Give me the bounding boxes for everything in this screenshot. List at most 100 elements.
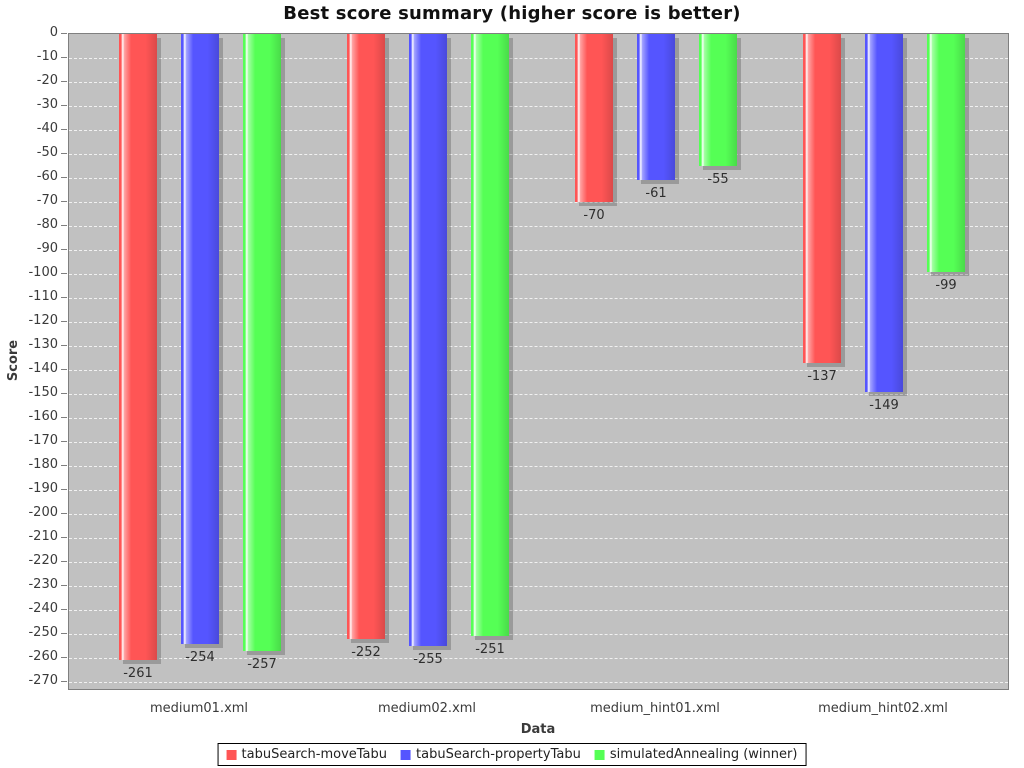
y-axis-title-box: Score [1,330,27,390]
y-tick-label: -40 [36,121,58,136]
gridline [69,58,1008,59]
legend-label: tabuSearch-moveTabu [241,747,388,762]
y-tick-label: -210 [28,529,58,544]
y-tick-mark [61,297,67,298]
gridline [69,346,1008,347]
gridline [69,298,1008,299]
y-tick-label: -70 [36,193,58,208]
y-tick-label: -170 [28,433,58,448]
gridline [69,226,1008,227]
gridline [69,370,1008,371]
y-tick-label: -200 [28,505,58,520]
y-tick-mark [61,153,67,154]
y-tick-mark [61,105,67,106]
y-tick-mark [61,633,67,634]
y-tick-label: -20 [36,73,58,88]
y-tick-label: -180 [28,457,58,472]
y-tick-mark [61,561,67,562]
bar-value-label: -61 [645,186,667,201]
gridline [69,274,1008,275]
y-tick-mark [61,273,67,274]
y-tick-label: -230 [28,577,58,592]
y-axis: 0 -10 -20 -30 -40 -50 -60 -70 -80 -90 -100 -110 -120… [0,0,68,768]
bar: -254 [181,34,219,665]
legend-swatch [401,749,412,760]
y-tick-label: -150 [28,385,58,400]
bar: -99 [927,34,965,293]
y-tick-label: -90 [36,241,58,256]
y-tick-label: -130 [28,337,58,352]
chart-title: Best score summary (higher score is bett… [283,3,741,24]
bar: -251 [471,34,509,657]
category-label: medium_hint02.xml [818,701,948,716]
bar: -252 [347,34,385,660]
y-tick-mark [61,225,67,226]
gridline [69,586,1008,587]
bar-value-label: -252 [351,645,381,660]
gridline [69,106,1008,107]
gridline [69,178,1008,179]
gridline [69,250,1008,251]
gridline [69,418,1008,419]
y-tick-mark [61,33,67,34]
y-tick-mark [61,321,67,322]
bar-value-label: -55 [707,172,729,187]
y-tick-label: -100 [28,265,58,280]
bar: -255 [409,34,447,667]
bar-value-label: -251 [475,642,505,657]
gridline [69,130,1008,131]
y-tick-label: -250 [28,625,58,640]
gridline [69,202,1008,203]
y-tick-label: -10 [36,49,58,64]
y-tick-label: 0 [49,25,58,40]
y-tick-mark [61,249,67,250]
plot-area: -261 -254 -257 -252 -255 -251 -70 -61 -55 -137 -14… [68,33,1009,690]
y-tick-mark [61,681,67,682]
y-tick-mark [61,345,67,346]
y-tick-mark [61,177,67,178]
bar-value-label: -254 [185,650,215,665]
y-tick-mark [61,201,67,202]
category-label: medium01.xml [149,701,249,716]
gridline [69,682,1008,683]
y-tick-mark [61,441,67,442]
y-tick-mark [61,657,67,658]
bar-value-label: -137 [807,369,837,384]
bar: -55 [699,34,737,187]
bar-value-label: -261 [123,666,153,681]
bar: -257 [243,34,281,672]
y-tick-label: -260 [28,649,58,664]
gridline [69,442,1008,443]
bar-value-label: -257 [247,657,277,672]
legend-swatch [594,749,605,760]
y-tick-label: -240 [28,601,58,616]
bar-value-label: -255 [413,652,443,667]
legend-swatch [226,749,237,760]
gridline [69,490,1008,491]
y-tick-label: -30 [36,97,58,112]
bar: -61 [637,34,675,201]
legend: tabuSearch-moveTabu tabuSearch-propertyTa… [217,743,807,766]
legend-label: simulatedAnnealing (winner) [609,747,798,762]
gridline [69,394,1008,395]
gridline [69,514,1008,515]
y-tick-mark [61,129,67,130]
gridline [69,658,1008,659]
category-label: medium_hint01.xml [590,701,720,716]
x-axis-title: Data [520,722,556,737]
bar: -261 [119,34,157,681]
y-tick-mark [61,609,67,610]
y-tick-label: -60 [36,169,58,184]
legend-label: tabuSearch-propertyTabu [416,747,581,762]
y-tick-mark [61,537,67,538]
bar-value-label: -70 [583,208,605,223]
y-tick-mark [61,417,67,418]
gridline [69,322,1008,323]
gridline [69,82,1008,83]
bar-value-label: -149 [869,398,899,413]
y-tick-mark [61,81,67,82]
y-tick-label: -190 [28,481,58,496]
bar-value-label: -99 [935,278,957,293]
gridline [69,562,1008,563]
